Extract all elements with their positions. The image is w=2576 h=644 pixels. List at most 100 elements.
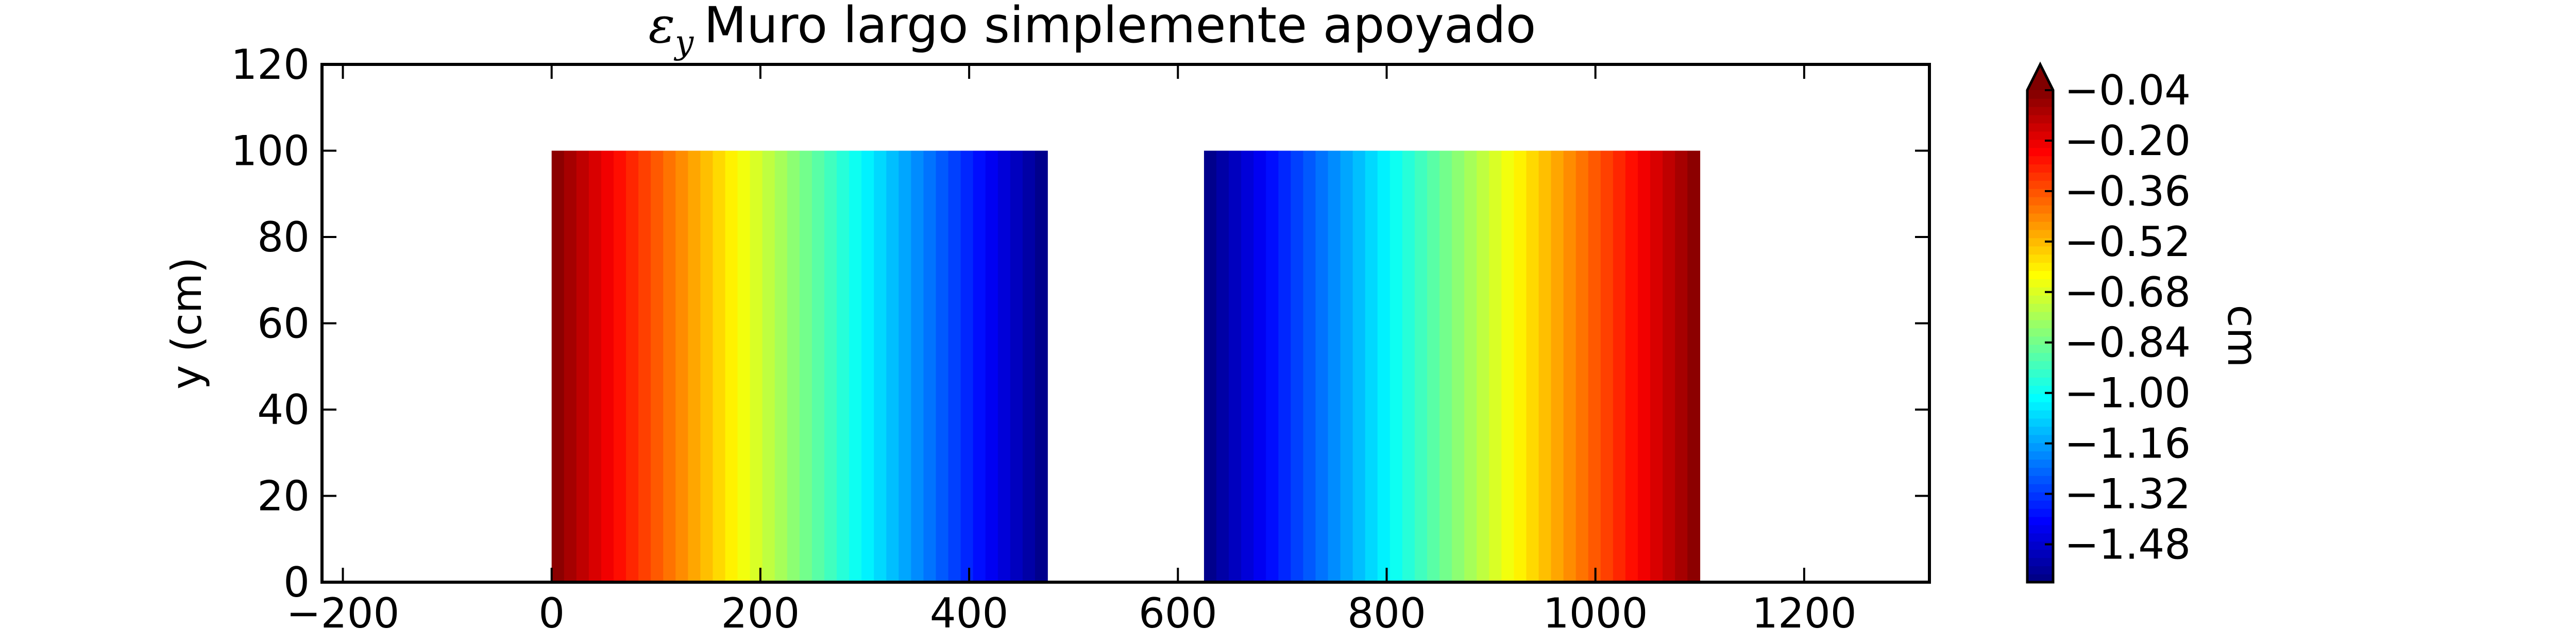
heatmap-strip — [997, 150, 1011, 582]
colorbar-band — [2027, 541, 2053, 550]
colorbar-band — [2027, 574, 2053, 583]
y-tick-label: 100 — [231, 127, 310, 175]
heatmap-strip — [1625, 150, 1638, 582]
heatmap-strip — [1266, 150, 1279, 582]
heatmap-strip — [960, 150, 974, 582]
heatmap-strip — [799, 150, 812, 582]
colorbar-band — [2027, 311, 2053, 320]
chart-title: εy Muro largo simplemente apoyado — [649, 0, 1536, 62]
heatmap-strip — [1538, 150, 1552, 582]
heatmap-strip — [1229, 150, 1242, 582]
colorbar-band — [2027, 114, 2053, 124]
heatmap-strip — [837, 150, 850, 582]
heatmap-strip — [1389, 150, 1403, 582]
heatmap-strip — [1687, 150, 1701, 582]
colorbar-band — [2027, 147, 2053, 157]
heatmap-strip — [1526, 150, 1539, 582]
heatmap-strip — [1637, 150, 1651, 582]
heatmap-strip — [1377, 150, 1391, 582]
heatmap-strip — [1022, 150, 1036, 582]
heatmap-strip — [1551, 150, 1564, 582]
heatmap-strip — [899, 150, 912, 582]
colorbar: −0.04−0.20−0.36−0.52−0.68−0.84−1.00−1.16… — [2026, 61, 2191, 584]
colorbar-band — [2027, 524, 2053, 534]
colorbar-band — [2027, 328, 2053, 337]
y-tick-label: 0 — [283, 558, 310, 606]
heatmap-strip — [762, 150, 775, 582]
colorbar-band — [2027, 467, 2053, 476]
x-tick-label: 600 — [1139, 589, 1217, 637]
colorbar-band — [2027, 270, 2053, 279]
colorbar-band — [2027, 238, 2053, 247]
heatmap-strip — [911, 150, 924, 582]
colorbar-band — [2027, 106, 2053, 115]
colorbar-band — [2027, 418, 2053, 427]
heatmap-strip — [1675, 150, 1688, 582]
colorbar-band — [2027, 385, 2053, 394]
colorbar-band — [2027, 344, 2053, 353]
colorbar-band — [2027, 516, 2053, 526]
colorbar-band — [2027, 443, 2053, 452]
heatmap-strip — [824, 150, 837, 582]
heatmap-strip — [1291, 150, 1304, 582]
colorbar-band — [2027, 500, 2053, 509]
colorbar-band — [2027, 172, 2053, 181]
colorbar-tick-label: −1.00 — [2064, 369, 2191, 417]
colorbar-band — [2027, 361, 2053, 369]
colorbar-tick-label: −1.16 — [2064, 420, 2191, 468]
heatmap-strip — [1010, 150, 1023, 582]
colorbar-label: cm — [2218, 305, 2266, 368]
title-symbol: ε — [649, 0, 675, 54]
heatmap-strip — [1340, 150, 1353, 582]
heatmap-strip — [936, 150, 949, 582]
x-tick-label: −200 — [286, 589, 400, 637]
heatmap-strip — [985, 150, 998, 582]
heatmap-strip — [1588, 150, 1601, 582]
heatmap-strip — [626, 150, 639, 582]
heatmap-strip — [638, 150, 651, 582]
heatmap-strip — [1315, 150, 1329, 582]
x-tick-label: 1000 — [1543, 589, 1648, 637]
colorbar-band — [2027, 369, 2053, 378]
colorbar-band — [2027, 426, 2053, 435]
x-tick-label: 200 — [721, 589, 800, 637]
x-tick-label: 800 — [1347, 589, 1426, 637]
heatmap-strip — [1600, 150, 1614, 582]
heatmap-strip — [973, 150, 986, 582]
heatmap-strip — [1414, 150, 1428, 582]
colorbar-band — [2027, 180, 2053, 189]
colorbar-tick-label: −0.20 — [2064, 117, 2191, 165]
heatmap-strip — [1303, 150, 1316, 582]
colorbar-band — [2027, 566, 2053, 574]
colorbar-band — [2027, 451, 2053, 460]
colorbar-band — [2027, 393, 2053, 402]
heatmap-strip — [737, 150, 751, 582]
title-subscript: y — [673, 24, 694, 62]
heatmap-strip — [874, 150, 887, 582]
y-axis-ticks: 0 20 40 60 80 100 120 — [231, 41, 1929, 606]
heatmap-strip — [861, 150, 875, 582]
colorbar-band — [2027, 410, 2053, 419]
heatmap-strip — [1352, 150, 1366, 582]
heatmap-strip — [948, 150, 961, 582]
heatmap-strip — [1253, 150, 1267, 582]
colorbar-band — [2027, 508, 2053, 517]
heatmap-strip — [1365, 150, 1378, 582]
heatmap-strip — [886, 150, 900, 582]
colorbar-band — [2027, 533, 2053, 542]
colorbar-tick-label: −1.48 — [2064, 521, 2191, 569]
colorbar-tick-label: −0.84 — [2064, 319, 2191, 367]
colorbar-band — [2027, 90, 2053, 99]
heatmap-strip — [1501, 150, 1515, 582]
y-tick-label: 40 — [257, 386, 310, 434]
heatmap-strip — [1464, 150, 1478, 582]
colorbar-band — [2027, 303, 2053, 312]
y-tick-label: 60 — [257, 300, 310, 348]
colorbar-tick-label: −0.04 — [2064, 66, 2191, 114]
x-tick-label: 0 — [538, 589, 565, 637]
colorbar-band — [2027, 279, 2053, 287]
heatmap-strip — [564, 150, 577, 582]
colorbar-tick-label: −1.32 — [2064, 470, 2191, 518]
heatmap-region — [551, 150, 1048, 582]
colorbar-band — [2027, 189, 2053, 197]
